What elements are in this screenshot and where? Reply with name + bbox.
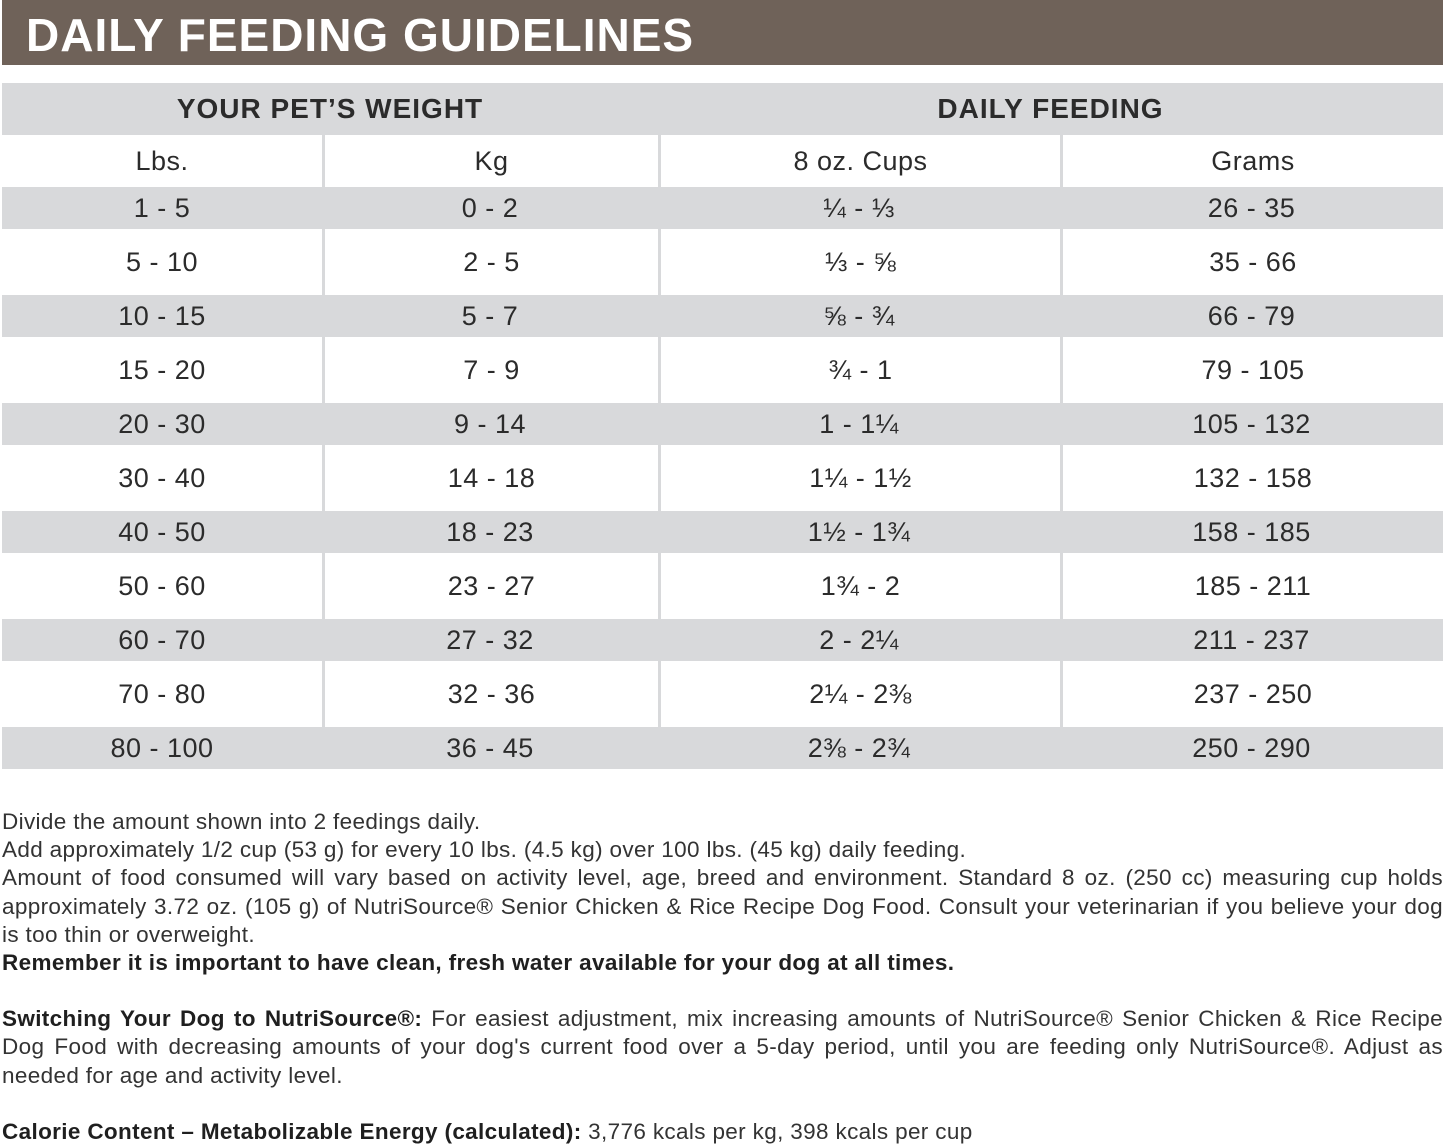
table-row: 40 - 50 18 - 23 1½ - 1¾ 158 - 185 — [2, 511, 1443, 553]
column-header: Grams — [1060, 135, 1443, 187]
table-cell: 5 - 7 — [461, 300, 519, 331]
note: Add approximately 1/2 cup (53 g) for eve… — [2, 837, 967, 863]
table-cell: 211 - 237 — [1193, 624, 1310, 655]
table-cell: 15 - 20 — [118, 354, 206, 385]
calorie-label: Calorie Content – Metabolizable Energy (… — [2, 1118, 582, 1144]
group-header: YOUR PET’S WEIGHT — [176, 93, 484, 124]
column-header: Kg — [322, 135, 658, 187]
group-header: DAILY FEEDING — [937, 93, 1164, 124]
table-cell: 14 - 18 — [322, 445, 658, 511]
group-header-row: YOUR PET’S WEIGHT DAILY FEEDING — [2, 83, 1443, 135]
table-cell: 158 - 185 — [1192, 516, 1311, 547]
table-cell: 30 - 40 — [118, 462, 206, 493]
column-header: Lbs. — [135, 145, 189, 176]
table-cell: 2 - 5 — [322, 229, 658, 295]
table-row: 10 - 15 5 - 7 ⅝ - ¾ 66 - 79 — [2, 295, 1443, 337]
table-cell: 50 - 60 — [118, 570, 206, 601]
feeding-table: YOUR PET’S WEIGHT DAILY FEEDING Lbs. Kg 8 oz… — [2, 83, 1443, 769]
table-cell: 9 - 14 — [453, 408, 527, 439]
table-cell: ¼ - ⅓ — [823, 192, 895, 223]
table-cell: 237 - 250 — [1060, 661, 1443, 727]
table-cell: 2¼ - 2⅜ — [658, 661, 1060, 727]
table-cell: 79 - 105 — [1060, 337, 1443, 403]
table-cell: 10 - 15 — [118, 300, 206, 331]
table-cell: 70 - 80 — [118, 678, 206, 709]
table-cell: ¾ - 1 — [658, 337, 1060, 403]
table-row: 80 - 100 36 - 45 2⅜ - 2¾ 250 - 290 — [2, 727, 1443, 769]
table-cell: 1 - 5 — [133, 192, 191, 223]
table-cell: 40 - 50 — [118, 516, 206, 547]
switching-label: Switching Your Dog to NutriSource®: — [2, 1006, 423, 1032]
water-note: Remember it is important to have clean, … — [2, 950, 955, 976]
switching-text: For easiest adjustment, mix increasing a… — [2, 1006, 1443, 1088]
table-cell: 1¾ - 2 — [658, 553, 1060, 619]
switching: Switching Your Dog to NutriSource®: For … — [2, 1005, 1443, 1090]
table-row: 50 - 60 23 - 27 1¾ - 2 185 - 211 — [2, 553, 1443, 619]
table-cell: 36 - 45 — [446, 732, 534, 763]
table-cell: 35 - 66 — [1060, 229, 1443, 295]
table-cell: 2⅜ - 2¾ — [807, 732, 911, 763]
table-cell: ⅓ - ⅝ — [658, 229, 1060, 295]
note: Remember it is important to have clean, … — [2, 949, 1443, 977]
table-cell: 0 - 2 — [461, 192, 519, 223]
table-cell: 60 - 70 — [118, 624, 206, 655]
table-cell: 1¼ - 1½ — [658, 445, 1060, 511]
table-cell: 1½ - 1¾ — [807, 516, 911, 547]
title: DAILY FEEDING GUIDELINES — [26, 9, 695, 61]
table-cell: 23 - 27 — [322, 553, 658, 619]
table-cell: 32 - 36 — [322, 661, 658, 727]
table-cell: 1 - 1¼ — [819, 408, 899, 439]
table-row: 1 - 5 0 - 2 ¼ - ⅓ 26 - 35 — [2, 187, 1443, 229]
table-cell: 66 - 79 — [1207, 300, 1296, 331]
table-cell: 80 - 100 — [110, 732, 214, 763]
calorie: Calorie Content – Metabolizable Energy (… — [2, 1118, 1443, 1146]
table-cell: 27 - 32 — [446, 624, 534, 655]
table-cell: 18 - 23 — [446, 516, 534, 547]
note: Amount of food consumed will vary based … — [2, 865, 1443, 947]
notes: Divide the amount shown into 2 feedings … — [2, 808, 1443, 1146]
table-cell: 185 - 211 — [1060, 553, 1443, 619]
table-cell: 26 - 35 — [1207, 192, 1296, 223]
table-row: 70 - 80 32 - 36 2¼ - 2⅜ 237 - 250 — [2, 661, 1443, 727]
table-cell: 105 - 132 — [1192, 408, 1311, 439]
table-cell: 2 - 2¼ — [819, 624, 899, 655]
table-cell: 5 - 10 — [125, 246, 199, 277]
calorie-text: 3,776 kcals per kg, 398 kcals per cup — [588, 1118, 973, 1144]
note: Divide the amount shown into 2 feedings … — [2, 809, 481, 834]
table-cell: 20 - 30 — [118, 408, 206, 439]
table-row: 20 - 30 9 - 14 1 - 1¼ 105 - 132 — [2, 403, 1443, 445]
title-bar: DAILY FEEDING GUIDELINES — [2, 0, 1443, 65]
table-cell: 250 - 290 — [1192, 732, 1311, 763]
table-row: 30 - 40 14 - 18 1¼ - 1½ 132 - 158 — [2, 445, 1443, 511]
column-header: 8 oz. Cups — [658, 135, 1060, 187]
table-cell: 132 - 158 — [1060, 445, 1443, 511]
table-cell: ⅝ - ¾ — [823, 300, 895, 331]
column-header-row: Lbs. Kg 8 oz. Cups Grams — [2, 135, 1443, 187]
table-row: 60 - 70 27 - 32 2 - 2¼ 211 - 237 — [2, 619, 1443, 661]
table-cell: 7 - 9 — [322, 337, 658, 403]
